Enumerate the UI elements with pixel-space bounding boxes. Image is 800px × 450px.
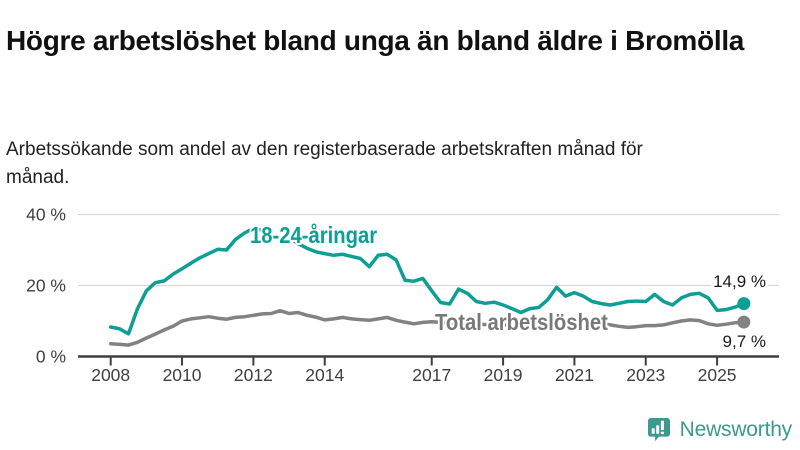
y-tick-label: 40 % <box>26 205 66 225</box>
newsworthy-logo-text: Newsworthy <box>679 418 793 441</box>
series-line-youth <box>108 226 746 336</box>
x-tick-label: 2012 <box>234 365 273 385</box>
chart-subtitle: Arbetssökande som andel av den registerb… <box>6 139 643 188</box>
x-tick-label: 2021 <box>555 365 594 385</box>
x-tick-label: 2014 <box>305 365 344 385</box>
page-title: Högre arbetslöshet bland unga än bland ä… <box>6 24 745 56</box>
series-end-dot-youth <box>737 297 751 311</box>
x-tick-label: 2019 <box>484 365 523 385</box>
y-tick-label: 0 % <box>36 347 66 367</box>
x-tick-label: 2025 <box>698 365 737 385</box>
series-end-dot-total <box>737 315 751 329</box>
end-value-label-youth: 14,9 % <box>711 272 768 292</box>
x-tick-label: 2010 <box>163 365 202 385</box>
x-tick-label: 2023 <box>626 365 665 385</box>
newsworthy-speech-bubble-chart-icon <box>647 418 670 442</box>
x-tick-label: 2008 <box>91 365 130 385</box>
series-label-total: Total arbetslöshet <box>435 309 608 335</box>
y-tick-label: 20 % <box>26 276 66 296</box>
series-line-total <box>108 308 746 347</box>
series-label-youth: 18-24-åringar <box>250 222 378 248</box>
newsworthy-logo: Newsworthy <box>647 415 792 445</box>
end-value-label-total: 9,7 % <box>720 332 768 352</box>
x-tick-label: 2017 <box>412 365 451 385</box>
